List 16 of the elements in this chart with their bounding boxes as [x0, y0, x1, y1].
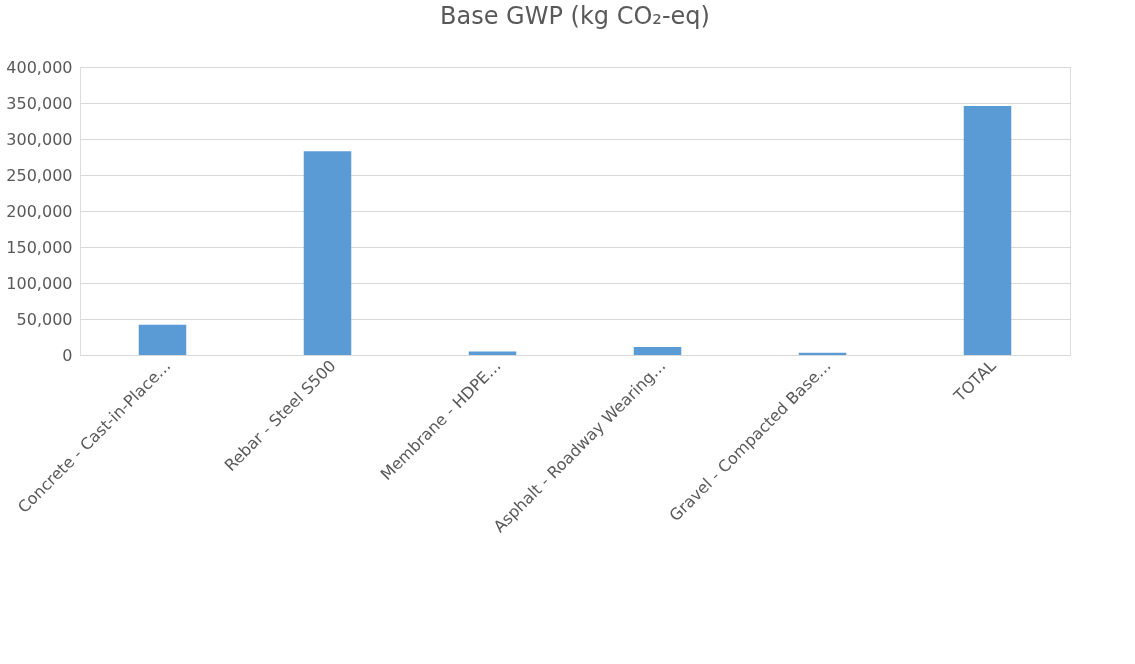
y-tick-label: 100,000	[6, 273, 73, 293]
y-tick-label: 200,000	[6, 201, 73, 221]
y-tick-label: 150,000	[6, 237, 73, 257]
bar	[138, 324, 187, 355]
y-tick-label: 350,000	[6, 93, 73, 113]
y-tick-label: 400,000	[6, 57, 73, 77]
bar	[303, 151, 352, 355]
bar	[963, 105, 1012, 355]
bar	[798, 352, 847, 355]
chart-title: Base GWP (kg CO₂-eq)	[440, 2, 710, 30]
y-tick-label: 50,000	[16, 309, 73, 329]
bar	[468, 351, 517, 355]
y-tick-label: 0	[62, 345, 73, 365]
bar	[633, 347, 682, 355]
y-tick-label: 250,000	[6, 165, 73, 185]
y-tick-label: 300,000	[6, 129, 73, 149]
